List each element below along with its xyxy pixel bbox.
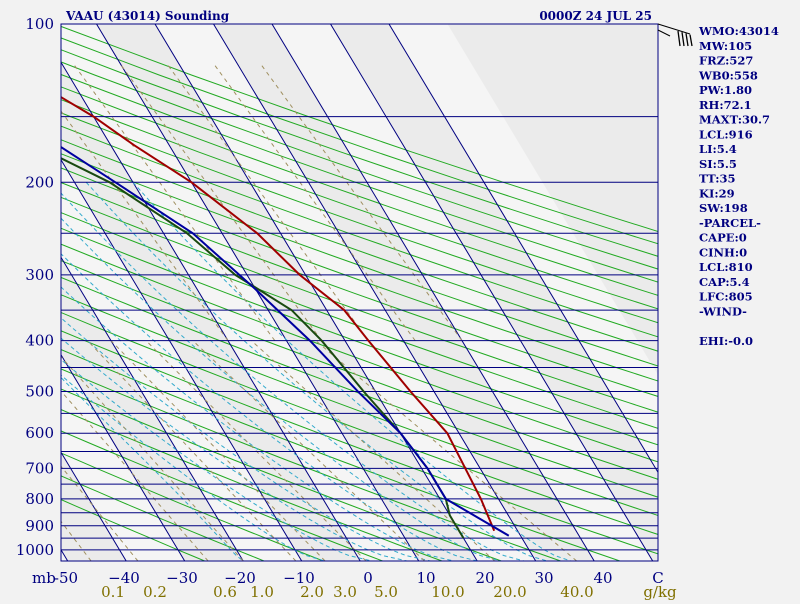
index-value: CAPE:0 (699, 231, 747, 245)
mixing-ratio-label: 10.0 (431, 583, 464, 600)
mixing-ratio-label: 0.6 (213, 583, 237, 600)
temperature-tick-label: 20 (475, 569, 494, 587)
index-value: CAP:5.4 (699, 275, 750, 289)
index-value: LFC:805 (699, 290, 753, 304)
pressure-tick-label: 700 (25, 459, 54, 477)
mixing-ratio-label: 0.2 (143, 583, 167, 600)
pressure-tick-label: 500 (25, 383, 54, 401)
temperature-tick-label: 40 (593, 569, 612, 587)
index-value: FRZ:527 (699, 54, 753, 68)
index-value: LCL:810 (699, 260, 753, 274)
temperature-tick-label: −30 (166, 569, 198, 587)
isotherm-band (0, 24, 68, 561)
wind-barb-tick (658, 30, 670, 36)
index-value: MAXT:30.7 (699, 113, 770, 127)
isotherm (0, 24, 68, 561)
index-value: SI:5.5 (699, 157, 737, 171)
index-value: LCL:916 (699, 127, 753, 141)
index-value: WB0:558 (698, 68, 758, 82)
chart-time: 0000Z 24 JUL 25 (539, 9, 652, 23)
index-value: RH:72.1 (699, 98, 752, 112)
mixing-ratio-unit-label: g/kg (643, 583, 677, 600)
index-value: PW:1.80 (699, 83, 752, 97)
pressure-tick-label: 200 (25, 173, 54, 191)
pressure-tick-label: 300 (25, 266, 54, 284)
temperature-tick-label: 30 (534, 569, 553, 587)
index-value: TT:35 (699, 172, 736, 186)
wind-barb-flag (686, 33, 688, 46)
pressure-tick-label: 900 (25, 517, 54, 535)
mixing-ratio-label: 0.1 (101, 583, 125, 600)
index-value: KI:29 (699, 186, 735, 200)
pressure-tick-label: 400 (25, 332, 54, 350)
pressure-unit-label: mb (32, 569, 56, 587)
mixing-ratio-label: 1.0 (250, 583, 274, 600)
pressure-tick-label: 800 (25, 490, 54, 508)
mixing-ratio-label: 20.0 (493, 583, 526, 600)
mixing-ratio-label: 40.0 (560, 583, 593, 600)
index-value: SW:198 (699, 201, 748, 215)
index-value: -WIND- (699, 304, 747, 318)
temperature-tick-label: -50 (54, 569, 78, 587)
index-value: MW:105 (699, 39, 752, 53)
chart-title: VAAU (43014) Sounding (65, 9, 230, 23)
index-value: WMO:43014 (698, 24, 779, 38)
mixing-ratio-label: 3.0 (333, 583, 357, 600)
index-value: EHI:-0.0 (699, 334, 753, 348)
index-value: LI:5.4 (699, 142, 737, 156)
wind-barb-flag (690, 35, 692, 46)
pressure-tick-label: 600 (25, 424, 54, 442)
index-value: -PARCEL- (699, 216, 761, 230)
index-value: CINH:0 (699, 245, 747, 259)
wind-barb-flag (678, 31, 680, 46)
mixing-ratio-label: 5.0 (374, 583, 398, 600)
temperature-tick-label: 0 (363, 569, 373, 587)
pressure-tick-label: 100 (25, 15, 54, 33)
wind-barb-flag (682, 32, 684, 46)
pressure-tick-label: 1000 (16, 541, 54, 559)
isotherm (0, 24, 9, 561)
mixing-ratio-label: 2.0 (300, 583, 324, 600)
